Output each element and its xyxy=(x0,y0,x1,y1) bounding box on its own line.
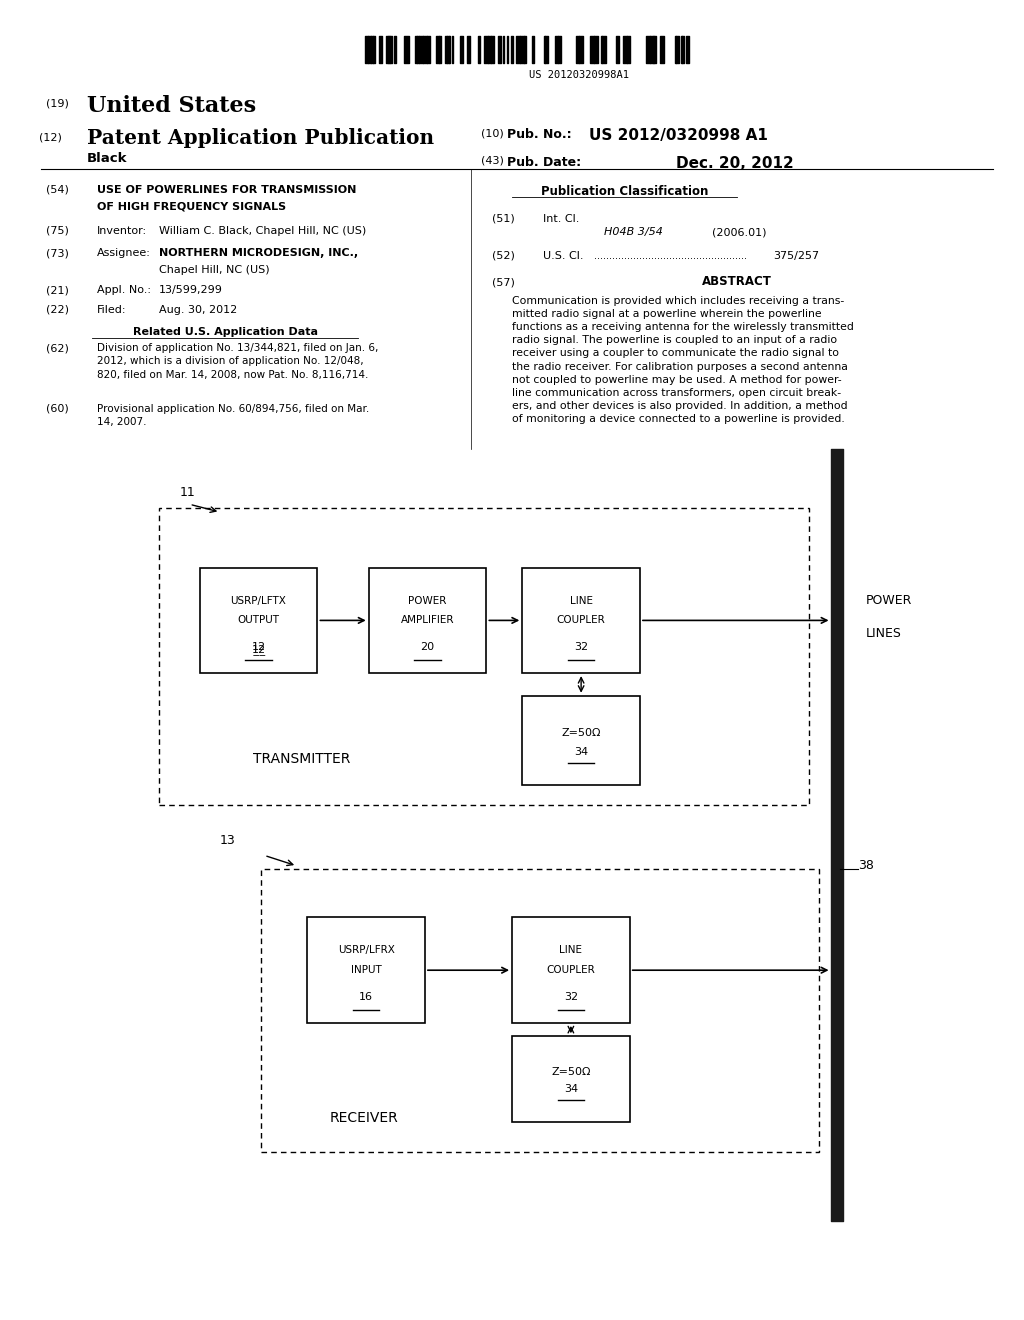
Bar xyxy=(369,568,486,673)
Text: 32: 32 xyxy=(564,991,578,1002)
Text: 20: 20 xyxy=(421,642,434,652)
Text: Pub. No.:: Pub. No.: xyxy=(507,128,571,141)
Text: Appl. No.:: Appl. No.: xyxy=(97,285,152,296)
Text: (62): (62) xyxy=(46,343,69,354)
Text: POWER: POWER xyxy=(865,594,911,607)
Text: Filed:: Filed: xyxy=(97,305,127,315)
Text: (10): (10) xyxy=(481,128,504,139)
Bar xyxy=(307,917,425,1023)
Text: LINE: LINE xyxy=(559,945,583,956)
Text: 16: 16 xyxy=(359,991,373,1002)
Text: Assignee:: Assignee: xyxy=(97,248,152,259)
Bar xyxy=(200,568,317,673)
Bar xyxy=(512,1036,630,1122)
Text: COUPLER: COUPLER xyxy=(557,615,605,626)
Text: USRP/LFTX: USRP/LFTX xyxy=(230,595,287,606)
Text: Dec. 20, 2012: Dec. 20, 2012 xyxy=(676,156,794,170)
Text: POWER: POWER xyxy=(409,595,446,606)
Text: INPUT: INPUT xyxy=(350,965,382,975)
Bar xyxy=(261,869,819,1152)
Text: (57): (57) xyxy=(492,277,514,288)
Text: TRANSMITTER: TRANSMITTER xyxy=(253,751,351,766)
Text: 38: 38 xyxy=(858,859,874,873)
Text: Inventor:: Inventor: xyxy=(97,226,147,236)
Text: 12: 12 xyxy=(252,642,265,652)
Text: (52): (52) xyxy=(492,251,514,261)
Text: (54): (54) xyxy=(46,185,69,195)
Text: (2006.01): (2006.01) xyxy=(712,227,766,238)
Text: Patent Application Publication: Patent Application Publication xyxy=(87,128,434,148)
Bar xyxy=(159,508,809,805)
Text: Publication Classification: Publication Classification xyxy=(541,185,709,198)
Text: 1̲2̲: 1̲2̲ xyxy=(252,644,265,655)
Bar xyxy=(512,917,630,1023)
Text: COUPLER: COUPLER xyxy=(547,965,595,975)
Text: Division of application No. 13/344,821, filed on Jan. 6,
2012, which is a divisi: Division of application No. 13/344,821, … xyxy=(97,343,379,380)
Text: 375/257: 375/257 xyxy=(773,251,819,261)
Text: (43): (43) xyxy=(481,156,504,166)
Text: 13/599,299: 13/599,299 xyxy=(159,285,222,296)
Text: 13: 13 xyxy=(220,834,236,847)
Text: (22): (22) xyxy=(46,305,69,315)
Text: Z=50Ω: Z=50Ω xyxy=(561,727,601,738)
Text: AMPLIFIER: AMPLIFIER xyxy=(400,615,455,626)
Text: 11: 11 xyxy=(179,486,195,499)
Text: (19): (19) xyxy=(46,99,69,110)
Text: ...................................................: ........................................… xyxy=(594,251,746,261)
Text: Provisional application No. 60/894,756, filed on Mar.
14, 2007.: Provisional application No. 60/894,756, … xyxy=(97,404,370,428)
Text: US 20120320998A1: US 20120320998A1 xyxy=(528,70,629,81)
Text: U.S. Cl.: U.S. Cl. xyxy=(543,251,584,261)
Text: Communication is provided which includes receiving a trans-
mitted radio signal : Communication is provided which includes… xyxy=(512,296,854,425)
Text: Related U.S. Application Data: Related U.S. Application Data xyxy=(133,327,317,338)
Text: (60): (60) xyxy=(46,404,69,414)
Text: US 2012/0320998 A1: US 2012/0320998 A1 xyxy=(589,128,768,143)
Text: (21): (21) xyxy=(46,285,69,296)
Text: William C. Black, Chapel Hill, NC (US): William C. Black, Chapel Hill, NC (US) xyxy=(159,226,366,236)
Text: LINE: LINE xyxy=(569,595,593,606)
Text: 34: 34 xyxy=(574,747,588,758)
Text: OUTPUT: OUTPUT xyxy=(238,615,280,626)
Text: (73): (73) xyxy=(46,248,69,259)
Text: Black: Black xyxy=(87,152,128,165)
Text: United States: United States xyxy=(87,95,256,117)
Text: 32: 32 xyxy=(574,642,588,652)
Text: RECEIVER: RECEIVER xyxy=(329,1110,398,1125)
Text: ABSTRACT: ABSTRACT xyxy=(702,275,772,288)
Text: H04B 3/54: H04B 3/54 xyxy=(604,227,663,238)
Text: (75): (75) xyxy=(46,226,69,236)
Text: Int. Cl.: Int. Cl. xyxy=(543,214,580,224)
Bar xyxy=(522,696,640,785)
Text: Z=50Ω: Z=50Ω xyxy=(551,1067,591,1077)
Bar xyxy=(522,568,640,673)
Text: (12): (12) xyxy=(39,132,61,143)
Text: USE OF POWERLINES FOR TRANSMISSION: USE OF POWERLINES FOR TRANSMISSION xyxy=(97,185,356,195)
Text: NORTHERN MICRODESIGN, INC.,: NORTHERN MICRODESIGN, INC., xyxy=(159,248,357,259)
Text: 34: 34 xyxy=(564,1084,578,1094)
Text: Pub. Date:: Pub. Date: xyxy=(507,156,581,169)
Text: LINES: LINES xyxy=(865,627,901,640)
Text: Aug. 30, 2012: Aug. 30, 2012 xyxy=(159,305,237,315)
Text: OF HIGH FREQUENCY SIGNALS: OF HIGH FREQUENCY SIGNALS xyxy=(97,202,287,213)
Text: USRP/LFRX: USRP/LFRX xyxy=(338,945,394,956)
Text: (51): (51) xyxy=(492,214,514,224)
Text: Chapel Hill, NC (US): Chapel Hill, NC (US) xyxy=(159,265,269,276)
